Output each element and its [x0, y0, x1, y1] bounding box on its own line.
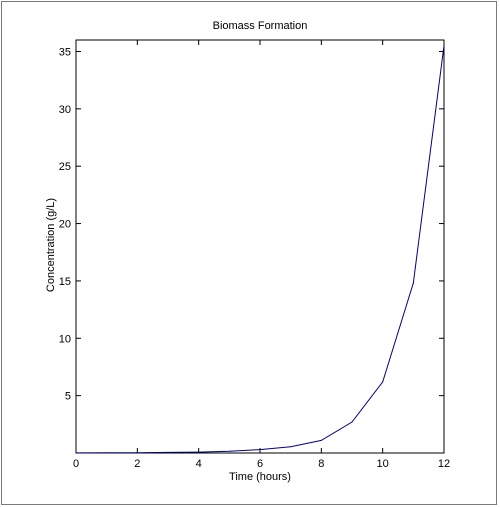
- x-tick-label: 4: [196, 458, 202, 470]
- x-tick-label: 8: [318, 458, 324, 470]
- y-tick-label: 35: [59, 46, 71, 58]
- data-point: [290, 446, 292, 448]
- data-point: [382, 381, 384, 383]
- y-tick-label: 20: [59, 219, 71, 231]
- data-point: [259, 449, 261, 451]
- x-tick-label: 6: [257, 458, 263, 470]
- x-axis: 0 2 4 6 8 10 12: [73, 40, 450, 470]
- y-tick-label: 30: [59, 104, 71, 116]
- data-point: [412, 282, 414, 284]
- y-tick-label: 5: [65, 391, 71, 403]
- data-point: [167, 451, 169, 453]
- x-axis-label: Time (hours): [229, 471, 291, 483]
- data-point: [198, 451, 200, 453]
- data-point: [75, 452, 77, 454]
- y-axis: 5 10 15 20 25 30 35: [59, 46, 444, 403]
- x-tick-label: 2: [134, 458, 140, 470]
- data-point: [136, 452, 138, 454]
- y-axis-label: Concentration (g/L): [45, 198, 57, 292]
- y-tick-label: 10: [59, 333, 71, 345]
- series-group: [75, 45, 445, 454]
- plot-area: [75, 39, 445, 454]
- x-tick-label: 12: [438, 458, 450, 470]
- x-tick-label: 10: [377, 458, 389, 470]
- chart-title: Biomass Formation: [213, 20, 308, 32]
- data-point: [228, 450, 230, 452]
- y-tick-label: 15: [59, 276, 71, 288]
- y-tick-label: 25: [59, 161, 71, 173]
- data-point: [106, 452, 108, 454]
- data-point: [351, 421, 353, 423]
- data-point: [320, 439, 322, 441]
- x-tick-label: 0: [73, 458, 79, 470]
- data-point: [443, 45, 445, 47]
